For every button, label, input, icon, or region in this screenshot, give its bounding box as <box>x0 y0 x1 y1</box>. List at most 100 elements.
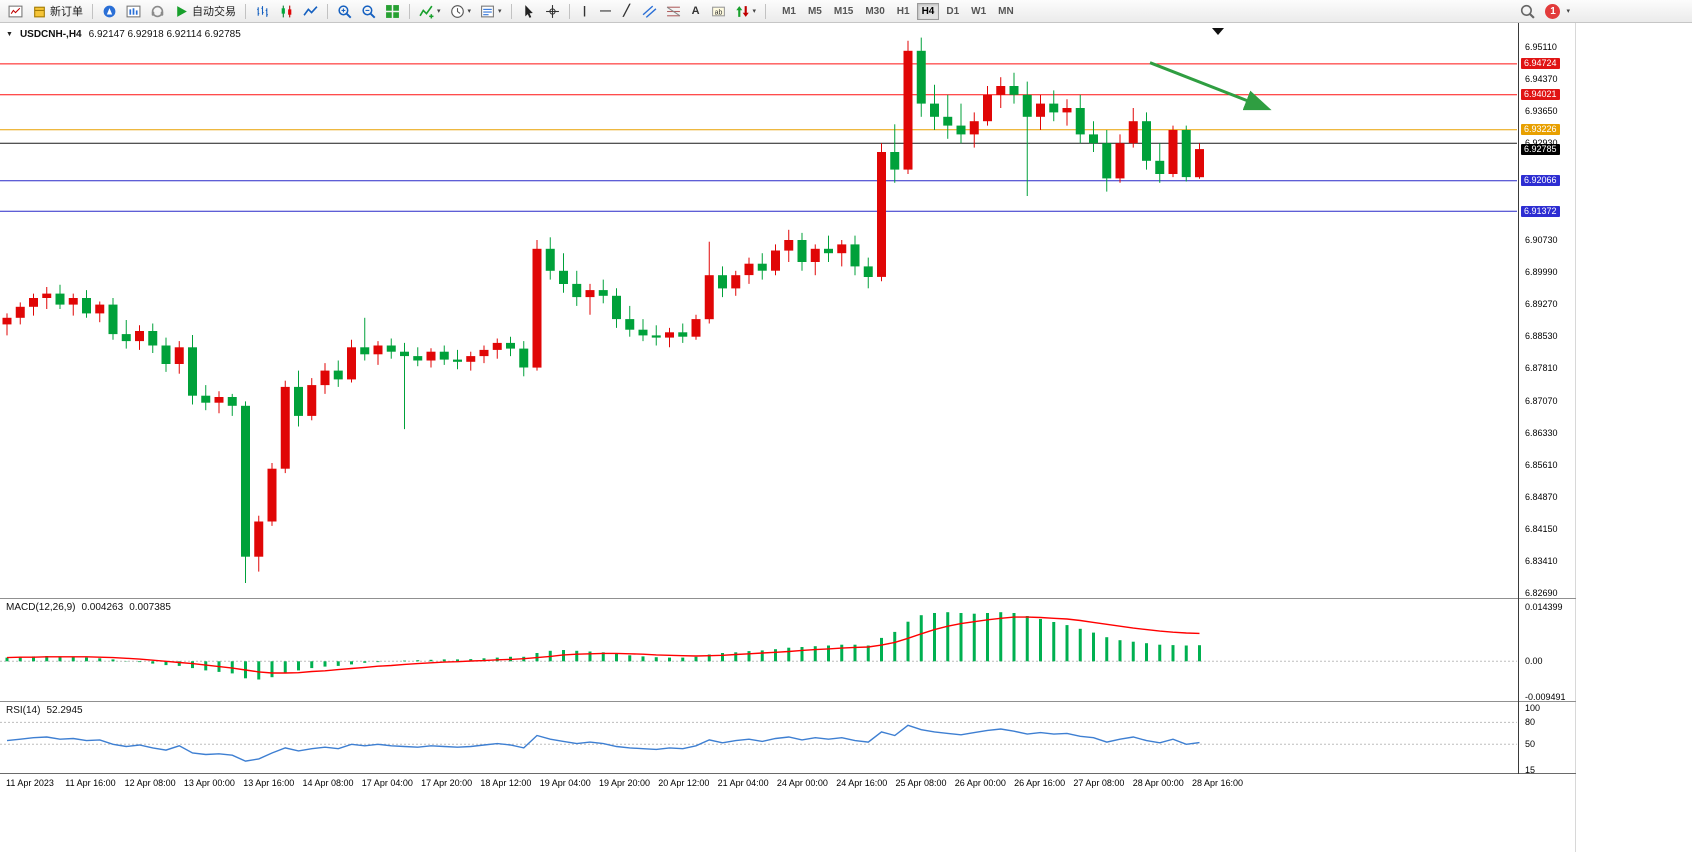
vertical-line-button[interactable]: | <box>575 1 595 22</box>
chart-shift-marker[interactable] <box>1212 28 1224 35</box>
timeframe-W1[interactable]: W1 <box>971 5 987 17</box>
candle <box>598 279 608 304</box>
panel-separator[interactable] <box>0 598 1576 599</box>
zoom-out-button[interactable] <box>357 1 380 22</box>
time-tick-label: 18 Apr 12:00 <box>480 778 532 788</box>
candle <box>1181 125 1191 182</box>
candle <box>532 240 542 371</box>
timeframe-D1[interactable]: D1 <box>946 5 960 17</box>
timeframe-H1[interactable]: H1 <box>896 5 910 17</box>
timeframe-M30[interactable]: M30 <box>865 5 885 17</box>
new-order-icon <box>32 4 47 19</box>
bar-chart-button[interactable] <box>251 1 274 22</box>
macd-signal-line <box>6 616 1200 674</box>
fibonacci-button[interactable] <box>662 1 685 22</box>
candle <box>691 314 701 340</box>
headset-icon <box>150 4 165 19</box>
candle <box>1009 72 1019 104</box>
chevron-down-icon[interactable]: ▾ <box>1566 7 1570 15</box>
rsi-label: RSI(14) 52.2945 <box>6 705 83 716</box>
candle <box>1142 112 1151 170</box>
new-chart-button[interactable] <box>4 1 27 22</box>
cursor-button[interactable] <box>517 1 540 22</box>
rsi-panel-canvas[interactable] <box>0 702 1517 772</box>
collapse-arrow-icon[interactable]: ▼ <box>6 31 13 38</box>
timeframe-M15[interactable]: M15 <box>833 5 854 17</box>
candle <box>519 341 529 377</box>
candle <box>479 345 489 364</box>
candle <box>996 77 1006 108</box>
notifications-badge[interactable]: 1 <box>1545 3 1561 19</box>
candle <box>651 325 661 346</box>
candle <box>426 348 436 368</box>
time-axis[interactable]: 11 Apr 2023 11 Apr 16:00 12 Apr 08:00 13 Ap… <box>0 775 1576 793</box>
indicators-button[interactable]: ▾ <box>415 1 445 22</box>
price-axis[interactable]: 6.95110 6.94370 6.93650 6.92930 6.90730 6.899… <box>1518 23 1576 775</box>
search-button[interactable] <box>1516 1 1539 22</box>
candlestick-series[interactable] <box>2 37 1205 583</box>
text-button[interactable]: A <box>686 1 706 22</box>
timeframe-M5[interactable]: M5 <box>807 5 822 17</box>
time-tick-label: 27 Apr 08:00 <box>1073 778 1125 788</box>
candle <box>492 338 502 359</box>
text-label-button[interactable]: ab <box>707 1 730 22</box>
macd-panel-canvas[interactable] <box>0 599 1517 701</box>
channel-button[interactable] <box>638 1 661 22</box>
candlestick-chart-button[interactable] <box>275 1 298 22</box>
horizontal-line-objects[interactable] <box>0 63 1517 212</box>
price-chart-canvas[interactable] <box>0 24 1517 598</box>
price-tick-label: 6.93650 <box>1525 106 1558 117</box>
tile-windows-button[interactable] <box>381 1 404 22</box>
candle <box>55 284 65 309</box>
candle <box>1089 121 1098 152</box>
price-tick-label: 6.87070 <box>1525 395 1558 406</box>
toolbar-separator <box>765 3 767 19</box>
clock-icon <box>450 4 465 19</box>
charts-button[interactable] <box>122 1 145 22</box>
candle <box>1195 143 1204 179</box>
macd-signal-value: 0.007385 <box>129 602 171 613</box>
trendline-button[interactable]: ╱ <box>617 1 637 22</box>
time-tick-label: 17 Apr 04:00 <box>361 778 413 788</box>
periods-button[interactable]: ▾ <box>446 1 476 22</box>
fibonacci-icon <box>666 4 681 19</box>
templates-button[interactable]: ▾ <box>476 1 506 22</box>
macd-tick-label: -0.009491 <box>1525 692 1566 703</box>
price-badge: 6.92785 <box>1521 143 1560 155</box>
panel-separator[interactable] <box>0 701 1576 702</box>
price-tick-label: 6.87810 <box>1525 362 1558 373</box>
price-tick-label: 6.89990 <box>1525 267 1558 278</box>
time-tick-label: 26 Apr 16:00 <box>1014 778 1066 788</box>
timeframe-MN[interactable]: MN <box>998 5 1014 17</box>
price-tick-label: 6.82690 <box>1525 588 1558 599</box>
trend-arrow-annotation[interactable] <box>1149 61 1272 111</box>
line-chart-button[interactable] <box>299 1 322 22</box>
candle <box>267 463 277 526</box>
timeframe-H4[interactable]: H4 <box>916 2 940 20</box>
channel-icon <box>642 4 657 19</box>
market-watch-button[interactable] <box>146 1 169 22</box>
time-tick-label: 21 Apr 04:00 <box>717 778 769 788</box>
timeframe-M1[interactable]: M1 <box>782 5 796 17</box>
candle <box>347 339 356 383</box>
candle <box>400 342 409 430</box>
time-tick-label: 28 Apr 00:00 <box>1132 778 1184 788</box>
candle <box>2 313 12 336</box>
candle <box>95 301 105 323</box>
arrows-button[interactable]: ▾ <box>731 1 761 22</box>
symbol-period-label: USDCNH-,H4 <box>19 29 82 40</box>
timeframe-group: M1 M5 M15 M30 H1 H4 D1 W1 MN <box>776 2 1020 20</box>
auto-trading-button[interactable]: 自动交易 <box>170 1 240 22</box>
candle <box>757 253 767 280</box>
candle <box>903 40 913 174</box>
new-order-button[interactable]: 新订单 <box>28 1 87 22</box>
indicators-icon <box>419 4 434 19</box>
candle <box>148 323 158 353</box>
metaeditor-button[interactable] <box>98 1 121 22</box>
horizontal-line-button[interactable]: — <box>596 1 616 22</box>
crosshair-button[interactable] <box>541 1 564 22</box>
candle <box>612 288 621 328</box>
candle <box>1155 143 1165 183</box>
template-icon <box>480 4 495 19</box>
zoom-in-button[interactable] <box>333 1 356 22</box>
